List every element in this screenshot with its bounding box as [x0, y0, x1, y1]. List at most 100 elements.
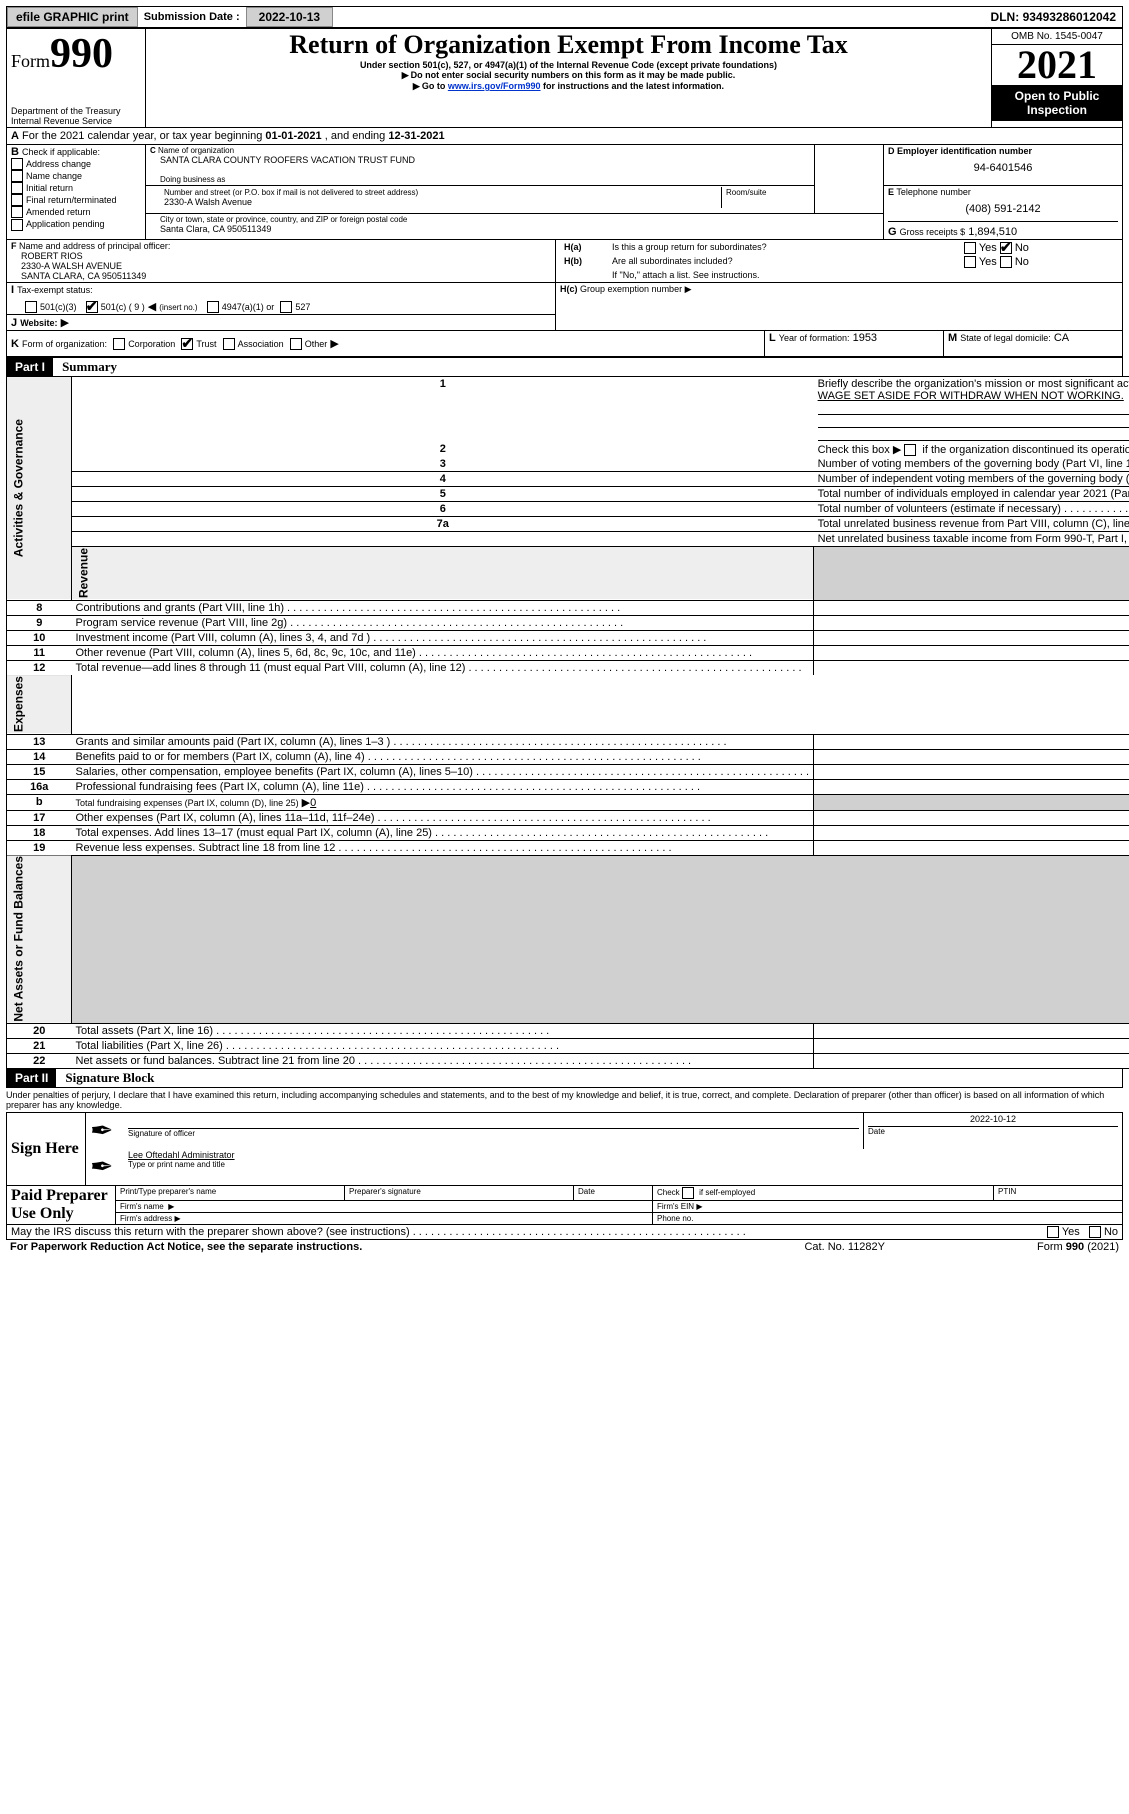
checkbox-ha-no[interactable] — [1000, 242, 1012, 254]
form-title: Return of Organization Exempt From Incom… — [150, 30, 987, 60]
arrow-icon: ▶ — [696, 1202, 702, 1211]
summary-row-label: Total liabilities (Part X, line 26) — [76, 1040, 223, 1052]
hb-question: Are all subordinates included? — [608, 255, 960, 269]
ein-label: Employer identification number — [897, 146, 1032, 156]
checkbox-hb-no[interactable] — [1000, 256, 1012, 268]
checkbox-discuss-yes[interactable] — [1047, 1226, 1059, 1238]
opt-amended-return: Amended return — [26, 207, 91, 217]
yes-label: Yes — [979, 242, 997, 254]
side-expenses: Expenses — [7, 675, 72, 734]
checkbox-527[interactable] — [280, 301, 292, 313]
checkbox-ha-yes[interactable] — [964, 242, 976, 254]
part2-header: Part II Signature Block — [6, 1069, 1123, 1087]
i-j-block: I Tax-exempt status: 501(c)(3) 501(c) ( … — [6, 283, 1123, 331]
arrow-icon: ▶ — [330, 338, 338, 350]
checkbox-501c[interactable] — [86, 301, 98, 313]
prior-year-value: 4,082 — [814, 630, 1129, 645]
ein-value: 94-6401546 — [888, 156, 1118, 174]
form-org-label: Form of organization: — [22, 339, 107, 349]
prior-year-value: 2,231,327 — [814, 660, 1129, 675]
opt-address-change: Address change — [26, 159, 91, 169]
gross-label: Gross receipts $ — [900, 227, 966, 237]
summary-row-label: Other expenses (Part IX, column (A), lin… — [76, 812, 375, 824]
form-subtitle-1: Under section 501(c), 527, or 4947(a)(1)… — [150, 60, 987, 70]
signature-date-label: Date — [868, 1127, 1118, 1136]
officer-addr1: 2330-A WALSH AVENUE — [11, 261, 551, 271]
paid-preparer-label: Paid Preparer Use Only — [7, 1186, 116, 1225]
city-value: Santa Clara, CA 950511349 — [150, 224, 879, 234]
opt-assoc: Association — [238, 339, 284, 349]
arrow-icon — [413, 81, 422, 91]
line-a: A For the 2021 calendar year, or tax yea… — [6, 128, 1123, 145]
tax-year-begin: 01-01-2021 — [265, 130, 321, 142]
line16b-value: 0 — [310, 797, 316, 809]
irs-link[interactable]: www.irs.gov/Form990 — [448, 81, 541, 91]
summary-row-label: Number of voting members of the governin… — [818, 458, 1129, 470]
city-label: City or town, state or province, country… — [150, 215, 879, 224]
prior-year-value: 2,213,143 — [814, 615, 1129, 630]
checkbox-name-change[interactable] — [11, 170, 23, 182]
checkbox-assoc[interactable] — [223, 338, 235, 350]
prior-year-value: 0 — [814, 600, 1129, 615]
line-a-mid: , and ending — [322, 130, 389, 142]
prior-year-value: 0 — [814, 764, 1129, 779]
part2-title: Signature Block — [59, 1070, 154, 1085]
summary-row-label: Net unrelated business taxable income fr… — [818, 533, 1129, 545]
summary-row-label: Contributions and grants (Part VIII, lin… — [76, 602, 285, 614]
prior-year-value: 2,219,644 — [814, 825, 1129, 840]
mission-value: WAGE SET ASIDE FOR WITHDRAW WHEN NOT WOR… — [818, 390, 1124, 402]
checkbox-4947[interactable] — [207, 301, 219, 313]
side-net-assets: Net Assets or Fund Balances — [7, 855, 72, 1024]
discuss-row: May the IRS discuss this return with the… — [6, 1225, 1123, 1240]
checkbox-final-return[interactable] — [11, 194, 23, 206]
checkbox-self-employed[interactable] — [682, 1187, 694, 1199]
checkbox-corp[interactable] — [113, 338, 125, 350]
hc-label: Group exemption number — [580, 284, 682, 294]
summary-row-label: Total revenue—add lines 8 through 11 (mu… — [76, 662, 466, 674]
dln-label: DLN: — [991, 10, 1020, 24]
prior-year-value: 22,864 — [814, 1054, 1129, 1069]
checkbox-hb-yes[interactable] — [964, 256, 976, 268]
dln-value: 93493286012042 — [1023, 10, 1116, 24]
summary-row-label: Investment income (Part VIII, column (A)… — [76, 632, 371, 644]
org-name: SANTA CLARA COUNTY ROOFERS VACATION TRUS… — [150, 155, 810, 165]
goto-post: for instructions and the latest informat… — [541, 81, 725, 91]
arrow-icon: ▶ — [174, 1214, 180, 1223]
opt-corp: Corporation — [128, 339, 175, 349]
form-word: Form — [11, 51, 50, 71]
checkbox-app-pending[interactable] — [11, 219, 23, 231]
summary-row-label: Other revenue (Part VIII, column (A), li… — [76, 647, 416, 659]
prior-year-value: 0 — [814, 779, 1129, 794]
officer-name: ROBERT RIOS — [11, 251, 551, 261]
arrow-icon: ▶ — [685, 284, 692, 294]
top-bar: efile GRAPHIC print Submission Date : 20… — [6, 6, 1123, 28]
checkbox-discontinued[interactable] — [904, 444, 916, 456]
pen-icon: ✒ — [86, 1113, 125, 1150]
signature-date: 2022-10-12 — [868, 1114, 1118, 1124]
prior-year-value: 598,955 — [814, 1024, 1129, 1039]
tax-year-end: 12-31-2021 — [388, 130, 444, 142]
room-label: Room/suite — [722, 187, 811, 208]
print-name-label: Type or print name and title — [128, 1160, 1118, 1169]
arrow-icon — [402, 70, 411, 80]
gross-value: 1,894,510 — [968, 226, 1017, 238]
checkbox-initial-return[interactable] — [11, 182, 23, 194]
discuss-question: May the IRS discuss this return with the… — [11, 1226, 410, 1238]
opt-other: Other — [305, 339, 328, 349]
phone-no-label: Phone no. — [653, 1213, 1123, 1225]
checkbox-other[interactable] — [290, 338, 302, 350]
checkbox-trust[interactable] — [181, 338, 193, 350]
prior-year-value: 0 — [814, 734, 1129, 749]
summary-row-label: Total assets (Part X, line 16) — [76, 1025, 214, 1037]
arrow-icon: ▶ — [302, 797, 310, 809]
checkbox-address-change[interactable] — [11, 158, 23, 170]
checkbox-501c3[interactable] — [25, 301, 37, 313]
line2-text: Check this box ▶ if the organization dis… — [818, 444, 1129, 456]
preparer-sig-label: Preparer's signature — [345, 1186, 574, 1201]
checkbox-amended-return[interactable] — [11, 206, 23, 218]
efile-print-button[interactable]: efile GRAPHIC print — [7, 7, 138, 27]
year-formation-value: 1953 — [853, 332, 877, 344]
arrow-icon: ▶ — [893, 444, 901, 456]
checkbox-discuss-no[interactable] — [1089, 1226, 1101, 1238]
entity-block: B Check if applicable: Address change Na… — [6, 145, 1123, 240]
